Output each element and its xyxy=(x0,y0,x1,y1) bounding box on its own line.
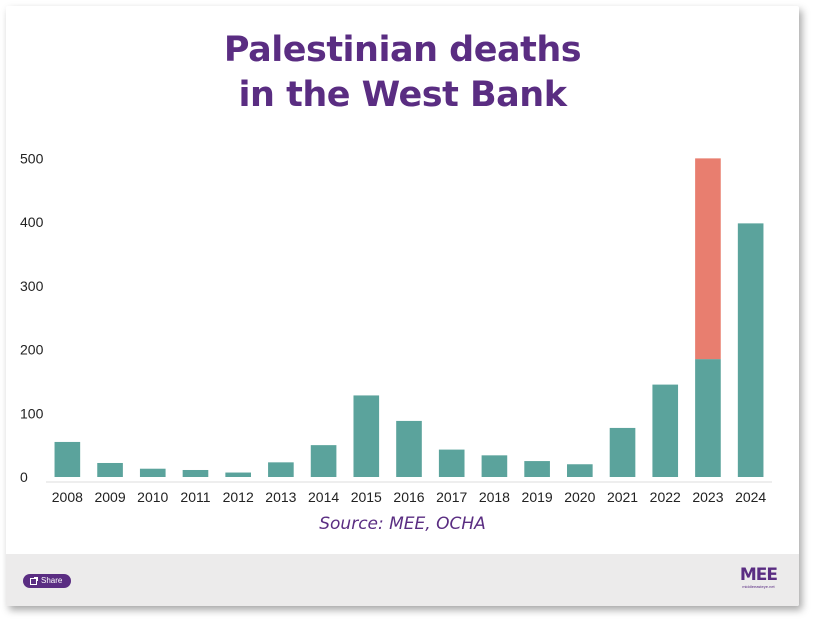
x-tick-label: 2013 xyxy=(265,489,296,505)
x-tick-label: 2020 xyxy=(564,489,595,505)
bar-2021 xyxy=(609,427,636,477)
x-tick-label: 2021 xyxy=(607,489,638,505)
x-tick-label: 2009 xyxy=(94,489,125,505)
chart-title-line-2: in the West Bank xyxy=(238,75,567,115)
x-tick-label: 2015 xyxy=(351,489,382,505)
x-tick-label: 2024 xyxy=(735,489,766,505)
y-tick-label: 0 xyxy=(20,469,28,485)
logo-subtext: middleeasteye.net xyxy=(742,584,775,589)
bar-2010 xyxy=(139,468,166,477)
y-tick-label: 400 xyxy=(20,214,44,230)
x-tick-label: 2008 xyxy=(52,489,83,505)
chart-source: Source: MEE, OCHA xyxy=(319,514,486,534)
y-tick-label: 500 xyxy=(20,150,44,166)
x-tick-label: 2011 xyxy=(180,489,210,505)
x-tick-label: 2014 xyxy=(308,489,339,505)
share-icon xyxy=(30,576,38,585)
x-tick-label: 2022 xyxy=(650,489,681,505)
x-tick-label: 2019 xyxy=(522,489,553,505)
bar-2022 xyxy=(652,384,679,477)
bar-2008 xyxy=(54,441,81,477)
chart-title-line-1: Palestinian deaths xyxy=(223,30,582,70)
x-tick-label: 2018 xyxy=(479,489,510,505)
bar-2018 xyxy=(481,455,508,477)
x-tick-label: 2012 xyxy=(223,489,254,505)
logo-mark: MEE xyxy=(739,565,778,585)
bar-2019 xyxy=(524,461,550,477)
y-tick-label: 200 xyxy=(20,342,44,358)
share-button[interactable]: Share xyxy=(23,574,72,588)
bar-2023 xyxy=(695,359,721,477)
bar-2014 xyxy=(310,445,337,477)
x-tick-label: 2010 xyxy=(137,489,168,505)
y-tick-label: 300 xyxy=(20,278,44,294)
bar-2012 xyxy=(225,472,251,477)
x-tick-label: 2023 xyxy=(692,489,723,505)
mee-logo[interactable]: MEE middleeasteye.net xyxy=(739,565,778,589)
bar-2020 xyxy=(567,464,593,477)
bar-2009 xyxy=(97,462,123,477)
bar-2013 xyxy=(268,462,294,477)
bar-2023-upper xyxy=(695,158,721,360)
bar-2011 xyxy=(182,469,209,477)
x-tick-label: 2017 xyxy=(436,489,467,505)
bar-2016 xyxy=(396,420,422,477)
x-tick-label: 2016 xyxy=(393,489,424,505)
chart-card: Palestinian deaths in the West Bank 0 100… xyxy=(6,6,799,606)
bar-chart: 0 100 200 300 400 500 2008 2009 2010 2011 2012 2013… xyxy=(20,150,772,505)
bar-2024 xyxy=(737,223,764,477)
footer-bar: Share MEE middleeasteye.net xyxy=(6,554,799,606)
share-label: Share xyxy=(41,576,63,585)
chart-title: Palestinian deaths in the West Bank xyxy=(6,28,799,118)
bar-2015 xyxy=(353,395,380,477)
y-tick-label: 100 xyxy=(20,405,44,421)
bar-2017 xyxy=(438,449,465,477)
